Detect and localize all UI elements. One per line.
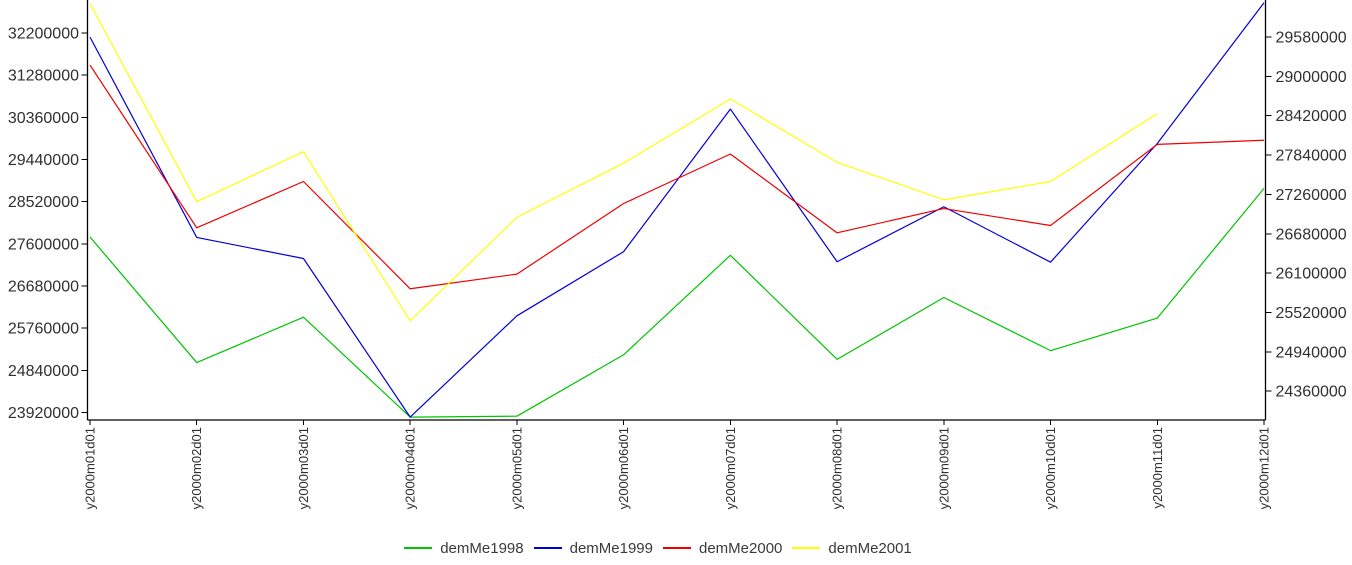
y-axis-left-tick-label: 23920000 <box>8 405 79 422</box>
x-axis-tick-label: y2000m09d01 <box>936 427 951 509</box>
y-axis-right-tick-label: 25520000 <box>1276 305 1347 322</box>
legend-item-demMe2001: demMe2001 <box>792 539 912 557</box>
series-line-demMe1998 <box>89 188 1265 418</box>
y-axis-right-tick-label: 27260000 <box>1276 187 1347 204</box>
y-axis-left-tick-label: 28520000 <box>8 194 79 211</box>
y-axis-left-tick-label: 26680000 <box>8 279 79 296</box>
y-axis-right-tick-label: 28420000 <box>1276 108 1347 125</box>
series-line-demMe1999 <box>89 2 1265 418</box>
y-axis-right-tick-label: 24940000 <box>1276 344 1347 361</box>
y-axis-right-tick-label: 27840000 <box>1276 148 1347 165</box>
y-axis-left-tick-label: 32200000 <box>8 26 79 43</box>
legend-item-demMe1999: demMe1999 <box>533 539 653 557</box>
y-axis-right-tick-label: 26680000 <box>1276 226 1347 243</box>
x-axis-tick-label: y2000m07d01 <box>723 427 738 509</box>
legend-label-demMe2000: demMe2000 <box>699 539 783 557</box>
y-axis-left-tick-label: 25760000 <box>8 321 79 338</box>
x-axis-tick-label: y2000m04d01 <box>403 427 418 509</box>
x-axis-tick-label: y2000m11d01 <box>1150 427 1165 508</box>
x-axis-tick-label: y2000m03d01 <box>296 427 311 509</box>
legend-swatch-yellow-line <box>792 547 821 549</box>
x-axis-tick-label: y2000m01d01 <box>83 427 98 509</box>
y-axis-left-tick-label: 31280000 <box>8 68 79 85</box>
y-axis-left-tick-label: 27600000 <box>8 236 79 253</box>
legend-swatch-green-line <box>404 547 433 549</box>
legend-item-demMe1998: demMe1998 <box>404 539 524 557</box>
legend-swatch-red-line <box>663 547 691 549</box>
x-axis-tick-label: y2000m12d01 <box>1257 427 1272 509</box>
y-axis-right-tick-label: 24360000 <box>1276 384 1347 401</box>
x-axis-tick-label: y2000m02d01 <box>189 427 204 509</box>
x-axis-tick-label: y2000m06d01 <box>616 427 631 509</box>
chart-legend: demMe1998 demMe1999 demMe2000 demMe2001 <box>0 538 1352 558</box>
x-axis-tick-label: y2000m10d01 <box>1043 427 1058 509</box>
y-axis-left-tick-label: 30360000 <box>8 110 79 127</box>
legend-label-demMe1998: demMe1998 <box>440 539 524 557</box>
legend-label-demMe1999: demMe1999 <box>569 539 653 557</box>
series-line-demMe2001 <box>89 3 1158 322</box>
y-axis-right-tick-label: 26100000 <box>1276 266 1347 283</box>
legend-item-demMe2000: demMe2000 <box>663 540 782 557</box>
y-axis-left-tick-label: 24840000 <box>8 363 79 380</box>
x-axis-tick-label: y2000m05d01 <box>509 427 524 509</box>
y-axis-right-tick-label: 29000000 <box>1276 69 1347 86</box>
series-line-demMe2000 <box>89 64 1265 290</box>
y-axis-left-tick-label: 29440000 <box>8 152 79 169</box>
y-axis-right-tick-label: 29580000 <box>1276 30 1347 47</box>
legend-label-demMe2001: demMe2001 <box>828 539 912 557</box>
x-axis-tick-label: y2000m08d01 <box>830 427 845 509</box>
legend-swatch-blue-line <box>533 547 562 549</box>
